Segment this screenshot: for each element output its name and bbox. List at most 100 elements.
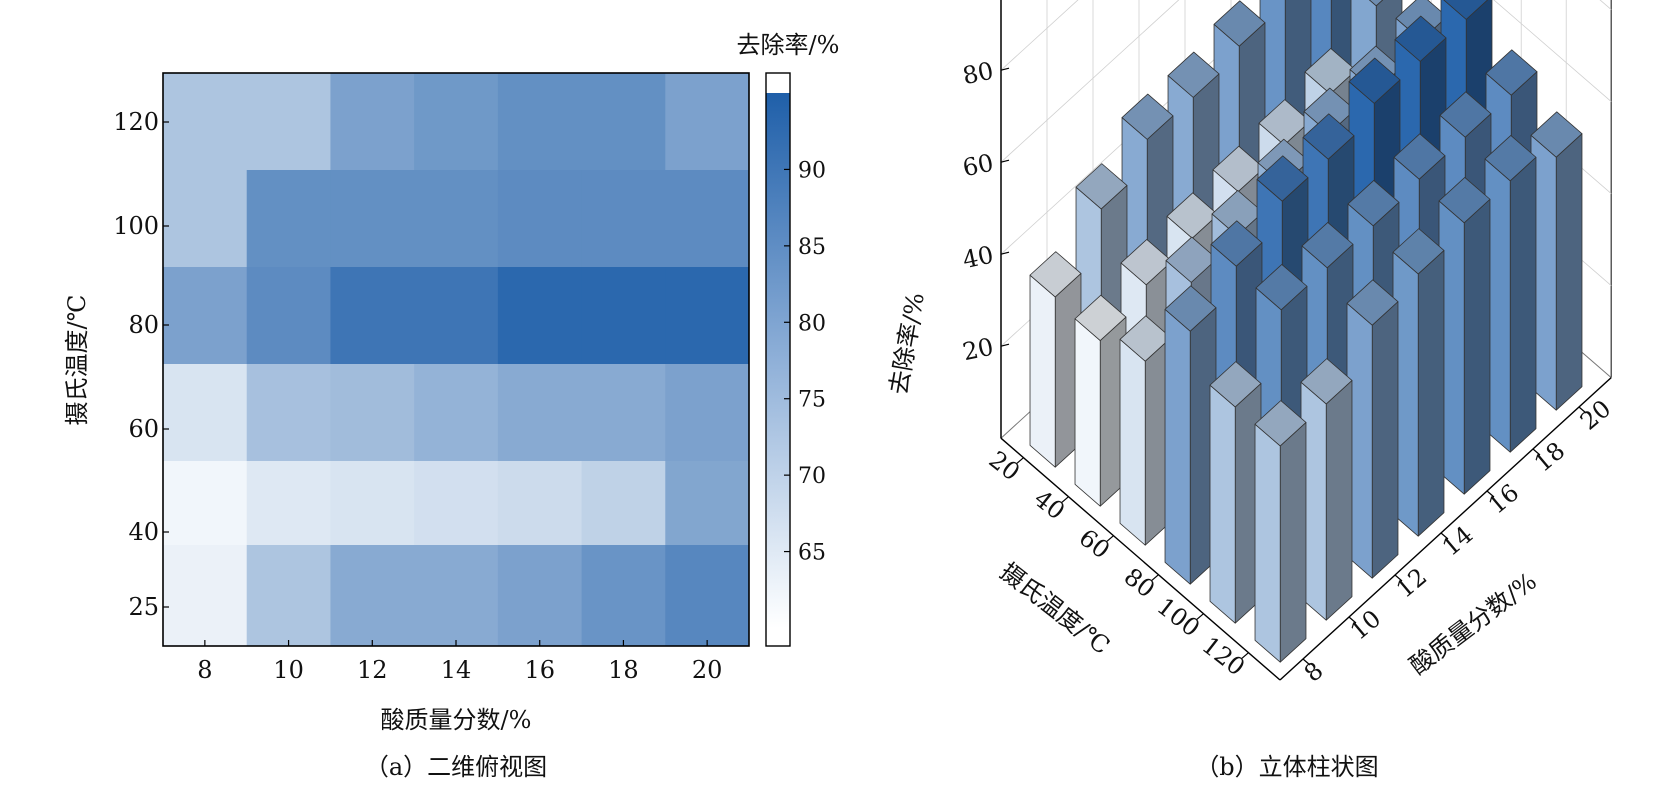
bar3d-z-tick-mark — [1000, 159, 1010, 163]
bar3d-y-axis — [1279, 377, 1612, 681]
bar3d-bar-face — [1211, 190, 1264, 237]
heatmap-x-tick-label: 14 — [441, 656, 472, 684]
caption-b: （b）立体柱状图 — [1195, 753, 1378, 781]
bar3d-bar-face — [1165, 236, 1218, 283]
bar3d-bar — [1074, 294, 1127, 507]
bar3d-z-tick-label: 100 — [945, 0, 996, 1]
heatmap-y-tick-label: 40 — [128, 518, 159, 546]
bar3d-x-label: 摄氏温度/℃ — [995, 557, 1115, 660]
bar3d-y-tick-label: 12 — [1391, 563, 1432, 604]
bar3d-z-tick-label: 20 — [960, 333, 996, 367]
heatmap-cell — [581, 461, 666, 546]
heatmap-x-tick-label: 18 — [608, 656, 639, 684]
bar3d-bar — [1392, 228, 1445, 537]
bar3d-x-tick-mark — [1016, 457, 1024, 465]
heatmap-cell — [330, 170, 415, 268]
heatmap-cell — [581, 267, 666, 365]
bar3d-z-tick-label: 60 — [960, 149, 996, 183]
bar3d-bar-face — [1392, 228, 1445, 275]
heatmap-cell — [246, 73, 331, 171]
bar3d-bar-face — [1074, 318, 1101, 507]
bar3d-y-tick-mark — [1532, 448, 1541, 456]
bar3d-y-tick-mark — [1578, 406, 1587, 414]
colorbar-frame — [765, 72, 791, 647]
bar3d-y-tick-mark — [1486, 490, 1495, 498]
bar3d-z-tick-mark — [1000, 251, 1010, 255]
bar3d-bar-face — [1302, 113, 1355, 160]
heatmap-cell — [246, 170, 331, 268]
bar3d-bar — [1530, 111, 1583, 411]
heatmap-cell — [665, 461, 750, 546]
bar3d-bar-face — [1371, 301, 1399, 579]
bar3d-bar-face — [1212, 145, 1265, 192]
heatmap-cell — [414, 170, 499, 268]
heatmap-cell — [414, 267, 499, 365]
heatmap-cell — [665, 73, 750, 171]
heatmap-cell — [163, 170, 248, 268]
bar3d-bar-face — [1555, 133, 1583, 411]
heatmap-x-ticks: 8 10 12 14 16 18 20 — [197, 640, 722, 684]
bar3d-bar-face — [1167, 51, 1220, 98]
bar3d-bar-face — [1325, 380, 1353, 621]
heatmap-y-ticks: 120 100 80 60 40 25 — [113, 108, 169, 621]
bar3d-x-tick-label: 120 — [1197, 631, 1250, 681]
bar3d-bar — [1254, 400, 1307, 663]
bar3d-z-tick-mark — [1000, 343, 1010, 347]
colorbar-label: 去除率/% — [737, 31, 840, 59]
heatmap-cell — [581, 170, 666, 268]
bar3d-x-tick-label: 40 — [1029, 485, 1070, 526]
bar3d-bar — [1029, 251, 1082, 468]
heatmap-x-tick-label: 10 — [273, 656, 304, 684]
bar3d-bar — [1346, 279, 1399, 579]
bar3d-bar-face — [1301, 222, 1354, 269]
bar3d-bar-face — [1254, 400, 1307, 447]
bar3d-bar — [1164, 285, 1217, 585]
heatmap-cell — [163, 73, 248, 171]
heatmap-cell — [665, 364, 750, 462]
bar3d-bar-face — [1210, 220, 1263, 267]
heatmap-cell — [330, 267, 415, 365]
heatmap-cell — [581, 545, 666, 647]
bar3d-bar — [1484, 135, 1537, 453]
colorbar-gradient — [766, 93, 790, 628]
colorbar-tick-label: 65 — [798, 541, 826, 566]
bar3d-bar-face — [1119, 315, 1172, 362]
bar3d-bar-face — [1209, 361, 1262, 408]
colorbar-tick-label: 80 — [798, 311, 826, 336]
heatmap-cell — [497, 545, 583, 647]
heatmap-cell — [665, 170, 750, 268]
bar3d-gridline — [1000, 0, 1180, 163]
bar3d-bar-face — [1166, 192, 1219, 239]
bar3d-bar — [1209, 361, 1262, 624]
heatmap-y-tick-label: 100 — [113, 212, 159, 240]
heatmap-cell — [414, 545, 499, 647]
heatmap-cell — [163, 267, 248, 365]
heatmap-cell — [414, 364, 499, 462]
bar3d-bar-face — [1509, 156, 1537, 453]
bar3d-gridline — [1000, 0, 1079, 71]
heatmap-cells — [163, 73, 750, 647]
heatmap-cell — [665, 545, 750, 647]
bar3d-x-tick-label: 100 — [1152, 592, 1205, 642]
bar3d-y-tick-label: 10 — [1345, 605, 1386, 646]
colorbar: 65 70 75 80 85 90 去除率/% — [737, 31, 840, 647]
bar3d-bar-face — [1074, 294, 1127, 341]
bar3d-bar-face — [1075, 163, 1128, 210]
heatmap-cell — [581, 364, 666, 462]
bar3d-bar-face — [1120, 239, 1173, 286]
heatmap-x-label: 酸质量分数/% — [381, 706, 532, 734]
bar3d-y-tick-label: 20 — [1575, 395, 1616, 436]
bar3d-bar-face — [1303, 87, 1356, 134]
bar3d-panel: 20406080100204060801001208101214161820 去… — [884, 0, 1616, 688]
heatmap-x-tick-label: 12 — [357, 656, 388, 684]
bar3d-bar-face — [1209, 384, 1236, 624]
heatmap-cell — [330, 364, 415, 462]
heatmap-cell — [246, 364, 331, 462]
bar3d-x-tick-mark — [1241, 652, 1249, 660]
heatmap-cell — [330, 461, 415, 546]
bar3d-bar-face — [1119, 338, 1146, 546]
heatmap-y-label: 摄氏温度/℃ — [63, 295, 91, 426]
bar3d-bar-face — [1213, 0, 1266, 47]
bar3d-bar-face — [1300, 358, 1353, 405]
bar3d-bar-face — [1279, 422, 1307, 663]
